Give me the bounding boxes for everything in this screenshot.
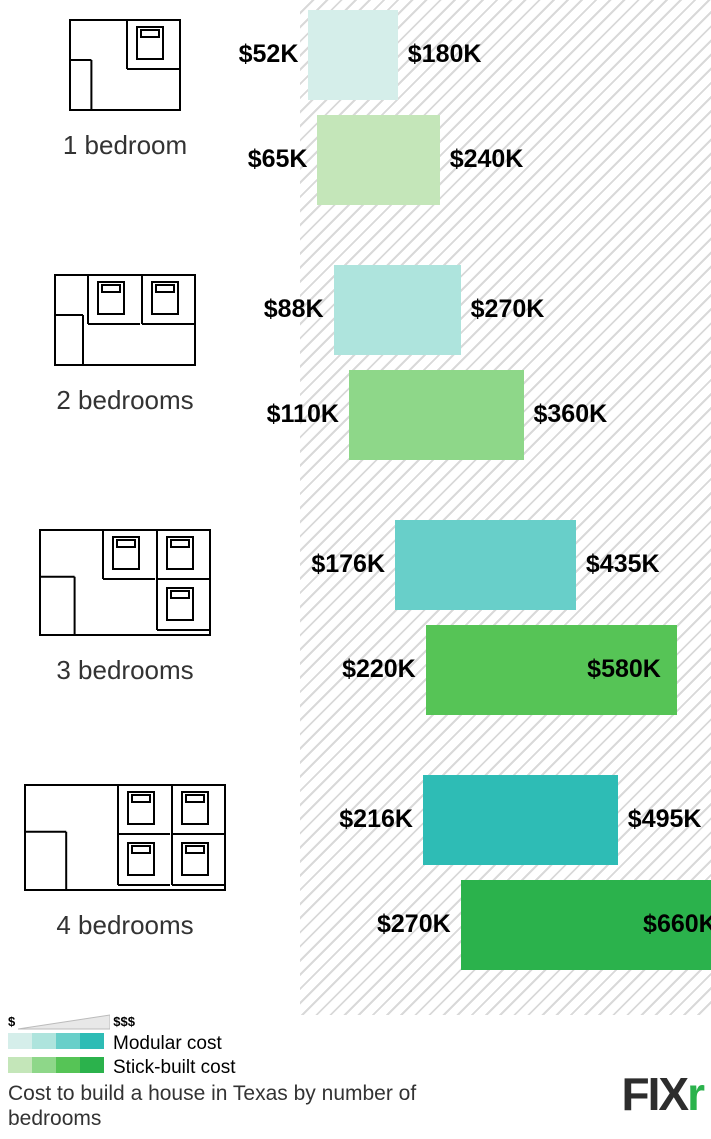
bars-area: $216K $495K $270K $660K: [250, 765, 711, 1005]
modular-bar: [334, 265, 461, 355]
stick-low-value: $270K: [377, 910, 451, 939]
stick-bar-row: $65K $240K: [250, 115, 711, 205]
category-label: 4 bedrooms: [56, 910, 193, 941]
bars-area: $176K $435K $220K $580K: [250, 510, 711, 750]
category-label: 1 bedroom: [63, 130, 187, 161]
modular-bar-row: $176K $435K: [250, 520, 711, 610]
bars-area: $52K$180K $65K $240K: [250, 0, 711, 240]
category-left: 1 bedroom: [0, 0, 250, 161]
legend-swatch: [56, 1033, 80, 1049]
stick-bar-row: $220K $580K: [250, 625, 711, 715]
legend-swatch: [80, 1033, 104, 1049]
category-section: 1 bedroom$52K$180K$65K$240K: [0, 0, 711, 240]
modular-high-value: $495K: [628, 805, 702, 834]
scale-low-label: $: [8, 1014, 15, 1029]
legend-swatch: [80, 1057, 104, 1073]
modular-high-value: $270K: [471, 295, 545, 324]
category-left: 2 bedrooms: [0, 255, 250, 416]
modular-low-value: $52K: [239, 40, 299, 69]
modular-high-value: $435K: [586, 550, 660, 579]
stick-bar-row: $110K $360K: [250, 370, 711, 460]
modular-bar: [423, 775, 618, 865]
legend-swatch: [8, 1033, 32, 1049]
modular-low-value: $216K: [339, 805, 413, 834]
bars-area: $88K $270K $110K $360K: [250, 255, 711, 495]
stick-bar: [317, 115, 439, 205]
category-label: 3 bedrooms: [56, 655, 193, 686]
scale-wedge-icon: [18, 1013, 110, 1031]
stick-high-value: $580K: [587, 655, 661, 684]
chart-title: Cost to build a house in Texas by number…: [8, 1081, 488, 1131]
legend-stick: Stick-built cost: [8, 1057, 703, 1079]
legend-swatch: [32, 1033, 56, 1049]
legend-modular: Modular cost: [8, 1033, 703, 1055]
legend-scale: $ $$$: [8, 1013, 703, 1031]
category-section: 4 bedrooms $216K $495K $270K $660K: [0, 765, 711, 1005]
stick-high-value: $660K: [643, 910, 711, 939]
floorplan-icon: [50, 270, 200, 375]
modular-bar-row: $88K $270K: [250, 265, 711, 355]
modular-low-value: $88K: [264, 295, 324, 324]
legend-swatch: [56, 1057, 80, 1073]
floorplan-icon: [65, 15, 185, 120]
legend-modular-label: Modular cost: [113, 1033, 222, 1055]
modular-bar-row: $52K$180K: [250, 10, 711, 100]
floorplan-icon: [20, 780, 230, 900]
legend-stick-label: Stick-built cost: [113, 1057, 235, 1079]
stick-high-value: $360K: [534, 400, 608, 429]
category-left: 3 bedrooms: [0, 510, 250, 686]
legend-swatch: [32, 1057, 56, 1073]
modular-bar: [308, 10, 397, 100]
stick-low-value: $110K: [267, 400, 339, 429]
modular-bar: [395, 520, 576, 610]
scale-high-label: $$$: [113, 1014, 135, 1029]
category-label: 2 bedrooms: [56, 385, 193, 416]
stick-bar-row: $270K $660K: [250, 880, 711, 970]
modular-bar-row: $216K $495K: [250, 775, 711, 865]
modular-high-value: $180K: [408, 40, 482, 69]
category-section: 2 bedrooms $88K $270K $110K $360K: [0, 255, 711, 495]
floorplan-icon: [35, 525, 215, 645]
stick-high-value: $240K: [450, 145, 524, 174]
modular-low-value: $176K: [311, 550, 385, 579]
legend-swatch: [8, 1057, 32, 1073]
footer: $ $$$ Modular cost Stick-built cost Cost…: [8, 1013, 703, 1131]
stick-bar: [349, 370, 524, 460]
stick-low-value: $65K: [248, 145, 308, 174]
stick-low-value: $220K: [342, 655, 416, 684]
category-left: 4 bedrooms: [0, 765, 250, 941]
category-section: 3 bedrooms $176K $435K $220K $580K: [0, 510, 711, 750]
